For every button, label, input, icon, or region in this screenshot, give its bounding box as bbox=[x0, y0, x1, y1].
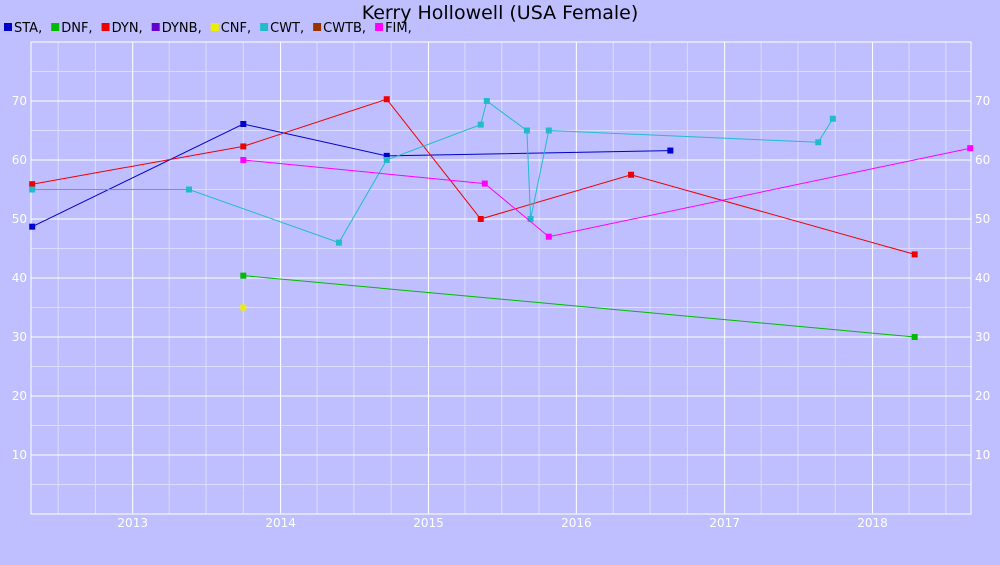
data-point bbox=[815, 139, 822, 146]
legend-entry: CWTB, bbox=[323, 21, 366, 36]
legend-entry: DYN, bbox=[112, 21, 143, 36]
y-tick-label: 20 bbox=[975, 389, 990, 403]
y-tick-label: 60 bbox=[975, 153, 990, 167]
data-point bbox=[483, 98, 490, 104]
y-tick-label: 70 bbox=[975, 94, 990, 108]
y-tick-label: 70 bbox=[12, 94, 27, 108]
x-tick-label: 2018 bbox=[857, 516, 888, 530]
legend-swatch bbox=[375, 23, 384, 31]
series-cwt bbox=[29, 98, 836, 246]
x-tick-label: 2016 bbox=[561, 516, 592, 530]
legend-swatch bbox=[260, 23, 269, 31]
legend-swatch bbox=[313, 23, 322, 31]
y-axis-right: 10 20 30 40 50 60 70 bbox=[975, 94, 990, 462]
series-layer bbox=[29, 96, 974, 340]
y-tick-label: 50 bbox=[975, 212, 990, 226]
legend-entry: DYNB, bbox=[162, 21, 202, 36]
y-axis-left: 10 20 30 40 50 60 70 bbox=[12, 94, 27, 462]
legend-swatch bbox=[151, 23, 160, 31]
data-point bbox=[527, 216, 534, 222]
legend: STA, DNF, DYN, DYNB, CNF, CWT, CWTB, FIM, bbox=[4, 21, 412, 36]
x-tick-label: 2015 bbox=[413, 516, 444, 530]
y-tick-label: 30 bbox=[975, 330, 990, 344]
y-tick-label: 10 bbox=[975, 448, 990, 462]
data-point bbox=[545, 127, 552, 134]
data-point bbox=[29, 186, 36, 193]
y-tick-label: 60 bbox=[12, 153, 27, 167]
data-point bbox=[240, 304, 247, 311]
legend-swatch bbox=[51, 23, 60, 31]
legend-swatch bbox=[210, 23, 219, 31]
legend-swatch bbox=[4, 23, 12, 31]
data-point bbox=[523, 127, 530, 134]
data-point bbox=[240, 157, 247, 163]
data-point bbox=[628, 171, 635, 178]
series-fim bbox=[240, 145, 974, 240]
legend-entry: DNF, bbox=[61, 21, 92, 36]
x-tick-label: 2017 bbox=[709, 516, 740, 530]
legend-entry: CNF, bbox=[221, 21, 251, 36]
series-cnf bbox=[240, 304, 247, 311]
series-line bbox=[243, 275, 915, 338]
data-point bbox=[967, 145, 974, 152]
data-point bbox=[240, 143, 247, 150]
grid bbox=[30, 41, 972, 515]
chart-title: Kerry Hollowell (USA Female) bbox=[362, 2, 639, 24]
data-point bbox=[545, 233, 552, 240]
data-point bbox=[911, 251, 918, 258]
legend-entry: CWT, bbox=[270, 21, 304, 36]
data-point bbox=[186, 186, 193, 193]
data-point bbox=[477, 121, 484, 128]
series-dyn bbox=[29, 96, 918, 258]
x-tick-label: 2014 bbox=[265, 516, 296, 530]
series-line bbox=[243, 147, 971, 238]
data-point bbox=[383, 96, 390, 103]
data-point bbox=[29, 223, 36, 230]
data-point bbox=[240, 272, 247, 279]
legend-entry: FIM, bbox=[385, 21, 412, 36]
data-point bbox=[29, 181, 36, 188]
series-line bbox=[31, 123, 671, 228]
data-point bbox=[667, 147, 674, 154]
plot-border bbox=[30, 41, 972, 515]
data-point bbox=[383, 157, 390, 163]
data-point bbox=[481, 180, 488, 187]
y-tick-label: 40 bbox=[12, 271, 27, 285]
data-point bbox=[911, 334, 918, 340]
series-sta bbox=[29, 121, 674, 230]
legend-entry: STA, bbox=[14, 21, 42, 36]
data-point bbox=[383, 152, 390, 159]
x-tick-label: 2013 bbox=[117, 516, 148, 530]
series-line bbox=[32, 98, 915, 255]
data-point bbox=[335, 239, 342, 246]
y-tick-label: 50 bbox=[12, 212, 27, 226]
data-point bbox=[477, 216, 484, 222]
x-axis: 2013 2014 2015 2016 2017 2018 bbox=[117, 516, 887, 530]
series-dnf bbox=[240, 272, 918, 340]
legend-swatch bbox=[101, 23, 110, 31]
data-point bbox=[829, 115, 836, 122]
y-tick-label: 30 bbox=[12, 330, 27, 344]
y-tick-label: 40 bbox=[975, 271, 990, 285]
y-tick-label: 20 bbox=[12, 389, 27, 403]
y-tick-label: 10 bbox=[12, 448, 27, 462]
data-point bbox=[240, 121, 247, 128]
